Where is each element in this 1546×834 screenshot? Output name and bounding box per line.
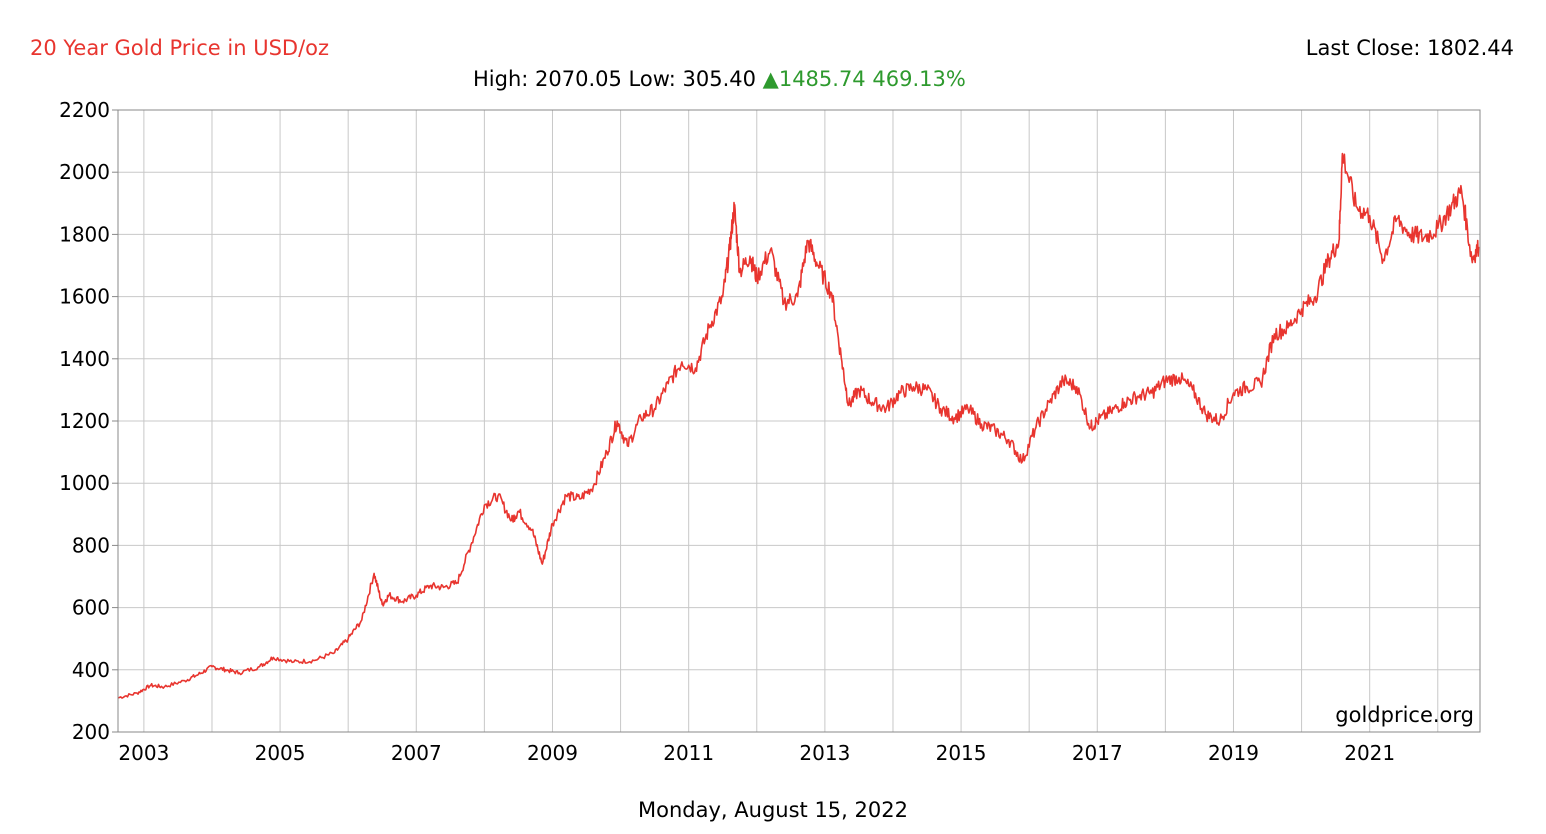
y-tick-label: 1600 xyxy=(59,285,110,309)
x-tick-label: 2003 xyxy=(118,741,169,765)
watermark: goldprice.org xyxy=(1335,703,1474,727)
price-stats: High: 2070.05 Low: 305.40 ▲1485.74 469.1… xyxy=(473,67,966,91)
price-line xyxy=(117,152,1480,699)
y-tick-label: 400 xyxy=(72,658,110,682)
chart-grid xyxy=(118,109,1480,733)
y-tick-label: 1400 xyxy=(59,347,110,371)
change-percent: 469.13% xyxy=(872,67,966,91)
low-value: Low: 305.40 xyxy=(628,67,756,91)
y-tick-label: 2000 xyxy=(59,160,110,184)
x-tick-label: 2013 xyxy=(799,741,850,765)
x-tick-label: 2017 xyxy=(1072,741,1123,765)
x-tick-label: 2015 xyxy=(936,741,987,765)
y-tick-label: 2200 xyxy=(59,98,110,122)
change-absolute: 1485.74 xyxy=(778,67,866,91)
plot-frame xyxy=(117,109,1481,733)
x-tick-label: 2009 xyxy=(527,741,578,765)
y-axis-ticks: 200 400 600 800 1000 1200 1400 1600 1800 2000 2200 xyxy=(59,98,118,744)
up-arrow-icon: ▲ xyxy=(762,67,779,91)
x-tick-label: 2021 xyxy=(1344,741,1395,765)
chart-title: 20 Year Gold Price in USD/oz xyxy=(30,36,330,60)
y-tick-label: 600 xyxy=(72,596,110,620)
last-close-label: Last Close: 1802.44 xyxy=(1305,36,1514,60)
x-axis-ticks: 2003 2005 2007 2009 2011 2013 2015 2017 2019 2021 xyxy=(118,741,1395,765)
x-tick-label: 2011 xyxy=(663,741,714,765)
y-tick-label: 1800 xyxy=(59,222,110,246)
x-tick-label: 2005 xyxy=(255,741,306,765)
y-tick-label: 800 xyxy=(72,533,110,557)
y-tick-label: 200 xyxy=(72,720,110,744)
y-tick-label: 1200 xyxy=(59,409,110,433)
high-value: High: 2070.05 xyxy=(473,67,622,91)
chart-date: Monday, August 15, 2022 xyxy=(638,798,908,822)
price-series xyxy=(117,152,1480,699)
x-tick-label: 2007 xyxy=(391,741,442,765)
y-tick-label: 1000 xyxy=(59,471,110,495)
x-tick-label: 2019 xyxy=(1208,741,1259,765)
